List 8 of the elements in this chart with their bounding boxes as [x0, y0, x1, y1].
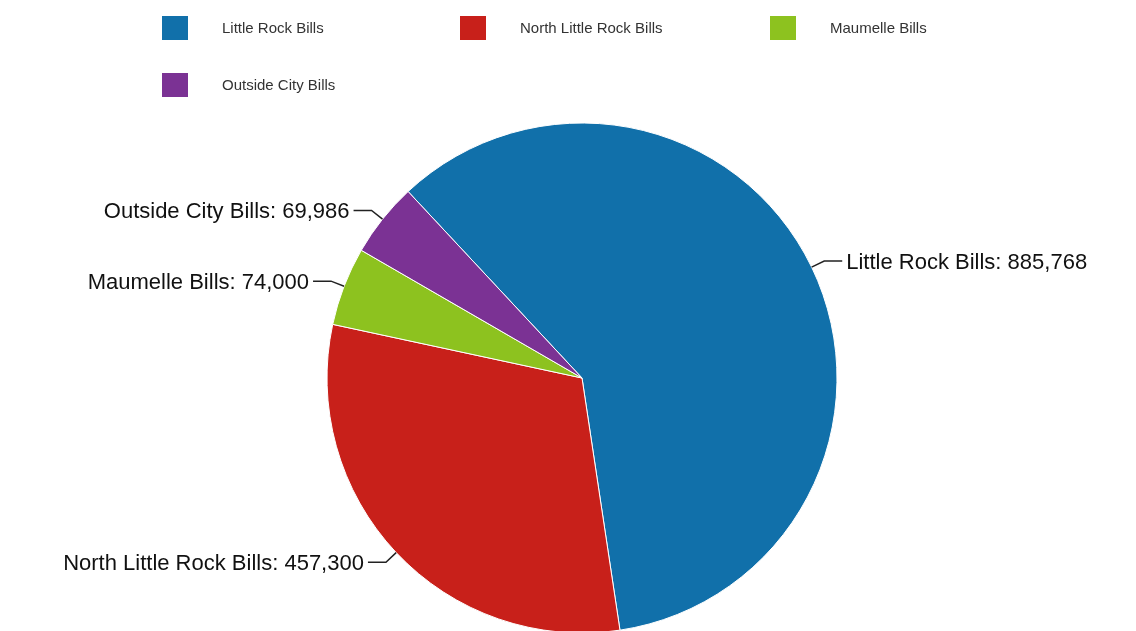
legend-label: Maumelle Bills: [830, 19, 927, 36]
data-label: Little Rock Bills: 885,768: [846, 249, 1088, 274]
legend-label: North Little Rock Bills: [520, 19, 663, 36]
legend-label: Outside City Bills: [222, 76, 336, 93]
data-label: Maumelle Bills: 74,000: [87, 269, 310, 295]
data-label: North Little Rock Bills: 457,300: [63, 550, 364, 576]
data-label: Outside City Bills: 69,986: [103, 198, 350, 224]
legend-label: Little Rock Bills: [222, 19, 324, 36]
